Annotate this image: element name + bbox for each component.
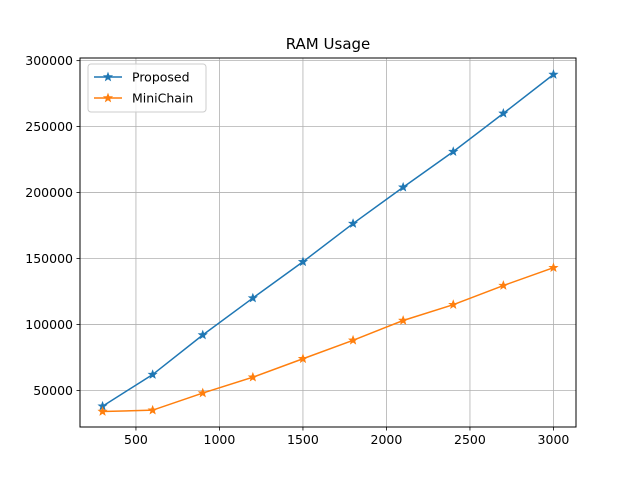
chart-title: RAM Usage xyxy=(286,35,371,53)
data-point xyxy=(247,371,258,382)
y-tick-label: 300000 xyxy=(25,53,73,68)
data-point xyxy=(97,406,108,416)
y-tick-label: 50000 xyxy=(33,383,73,398)
legend-marker xyxy=(102,92,114,103)
legend-label: Proposed xyxy=(132,70,190,85)
series-line xyxy=(102,73,554,407)
data-point xyxy=(297,353,309,364)
ticks: 500 1000 1500 2000 2500 3000 50000 100000 150000… xyxy=(25,53,569,447)
legend-label: MiniChain xyxy=(132,91,193,106)
series-line xyxy=(102,267,554,413)
x-tick-label: 500 xyxy=(124,432,148,447)
data-point xyxy=(548,262,559,273)
grid xyxy=(80,58,576,427)
legend-item-minichain: MiniChain xyxy=(94,91,193,106)
legend: Proposed MiniChain xyxy=(87,63,207,113)
series-minichain xyxy=(97,262,559,416)
data-point xyxy=(398,315,409,325)
data-point xyxy=(247,292,258,303)
data-point xyxy=(398,181,409,192)
data-point xyxy=(147,404,158,415)
x-tick-label: 2500 xyxy=(454,432,486,447)
data-point xyxy=(197,387,208,398)
data-point xyxy=(197,329,208,340)
legend-item-proposed: Proposed xyxy=(94,70,190,85)
series-proposed xyxy=(97,69,559,411)
data-point xyxy=(297,256,309,267)
data-point xyxy=(448,146,459,156)
y-tick-label: 100000 xyxy=(25,317,73,332)
x-tick-label: 1000 xyxy=(204,432,236,447)
plot-frame xyxy=(79,57,577,428)
y-tick-label: 200000 xyxy=(25,185,73,200)
y-tick-label: 250000 xyxy=(25,119,73,134)
data-point xyxy=(498,280,509,290)
x-tick-label: 2000 xyxy=(371,432,403,447)
data-point xyxy=(448,299,459,309)
x-tick-label: 1500 xyxy=(287,432,319,447)
legend-box xyxy=(87,63,207,113)
x-tick-label: 3000 xyxy=(538,432,570,447)
data-point xyxy=(347,334,359,345)
legend-marker xyxy=(102,71,114,82)
data-point xyxy=(548,69,559,79)
data-point xyxy=(347,218,359,228)
data-point xyxy=(498,108,509,118)
series-layer xyxy=(97,69,559,416)
data-point xyxy=(147,369,158,379)
y-tick-label: 150000 xyxy=(25,251,73,266)
